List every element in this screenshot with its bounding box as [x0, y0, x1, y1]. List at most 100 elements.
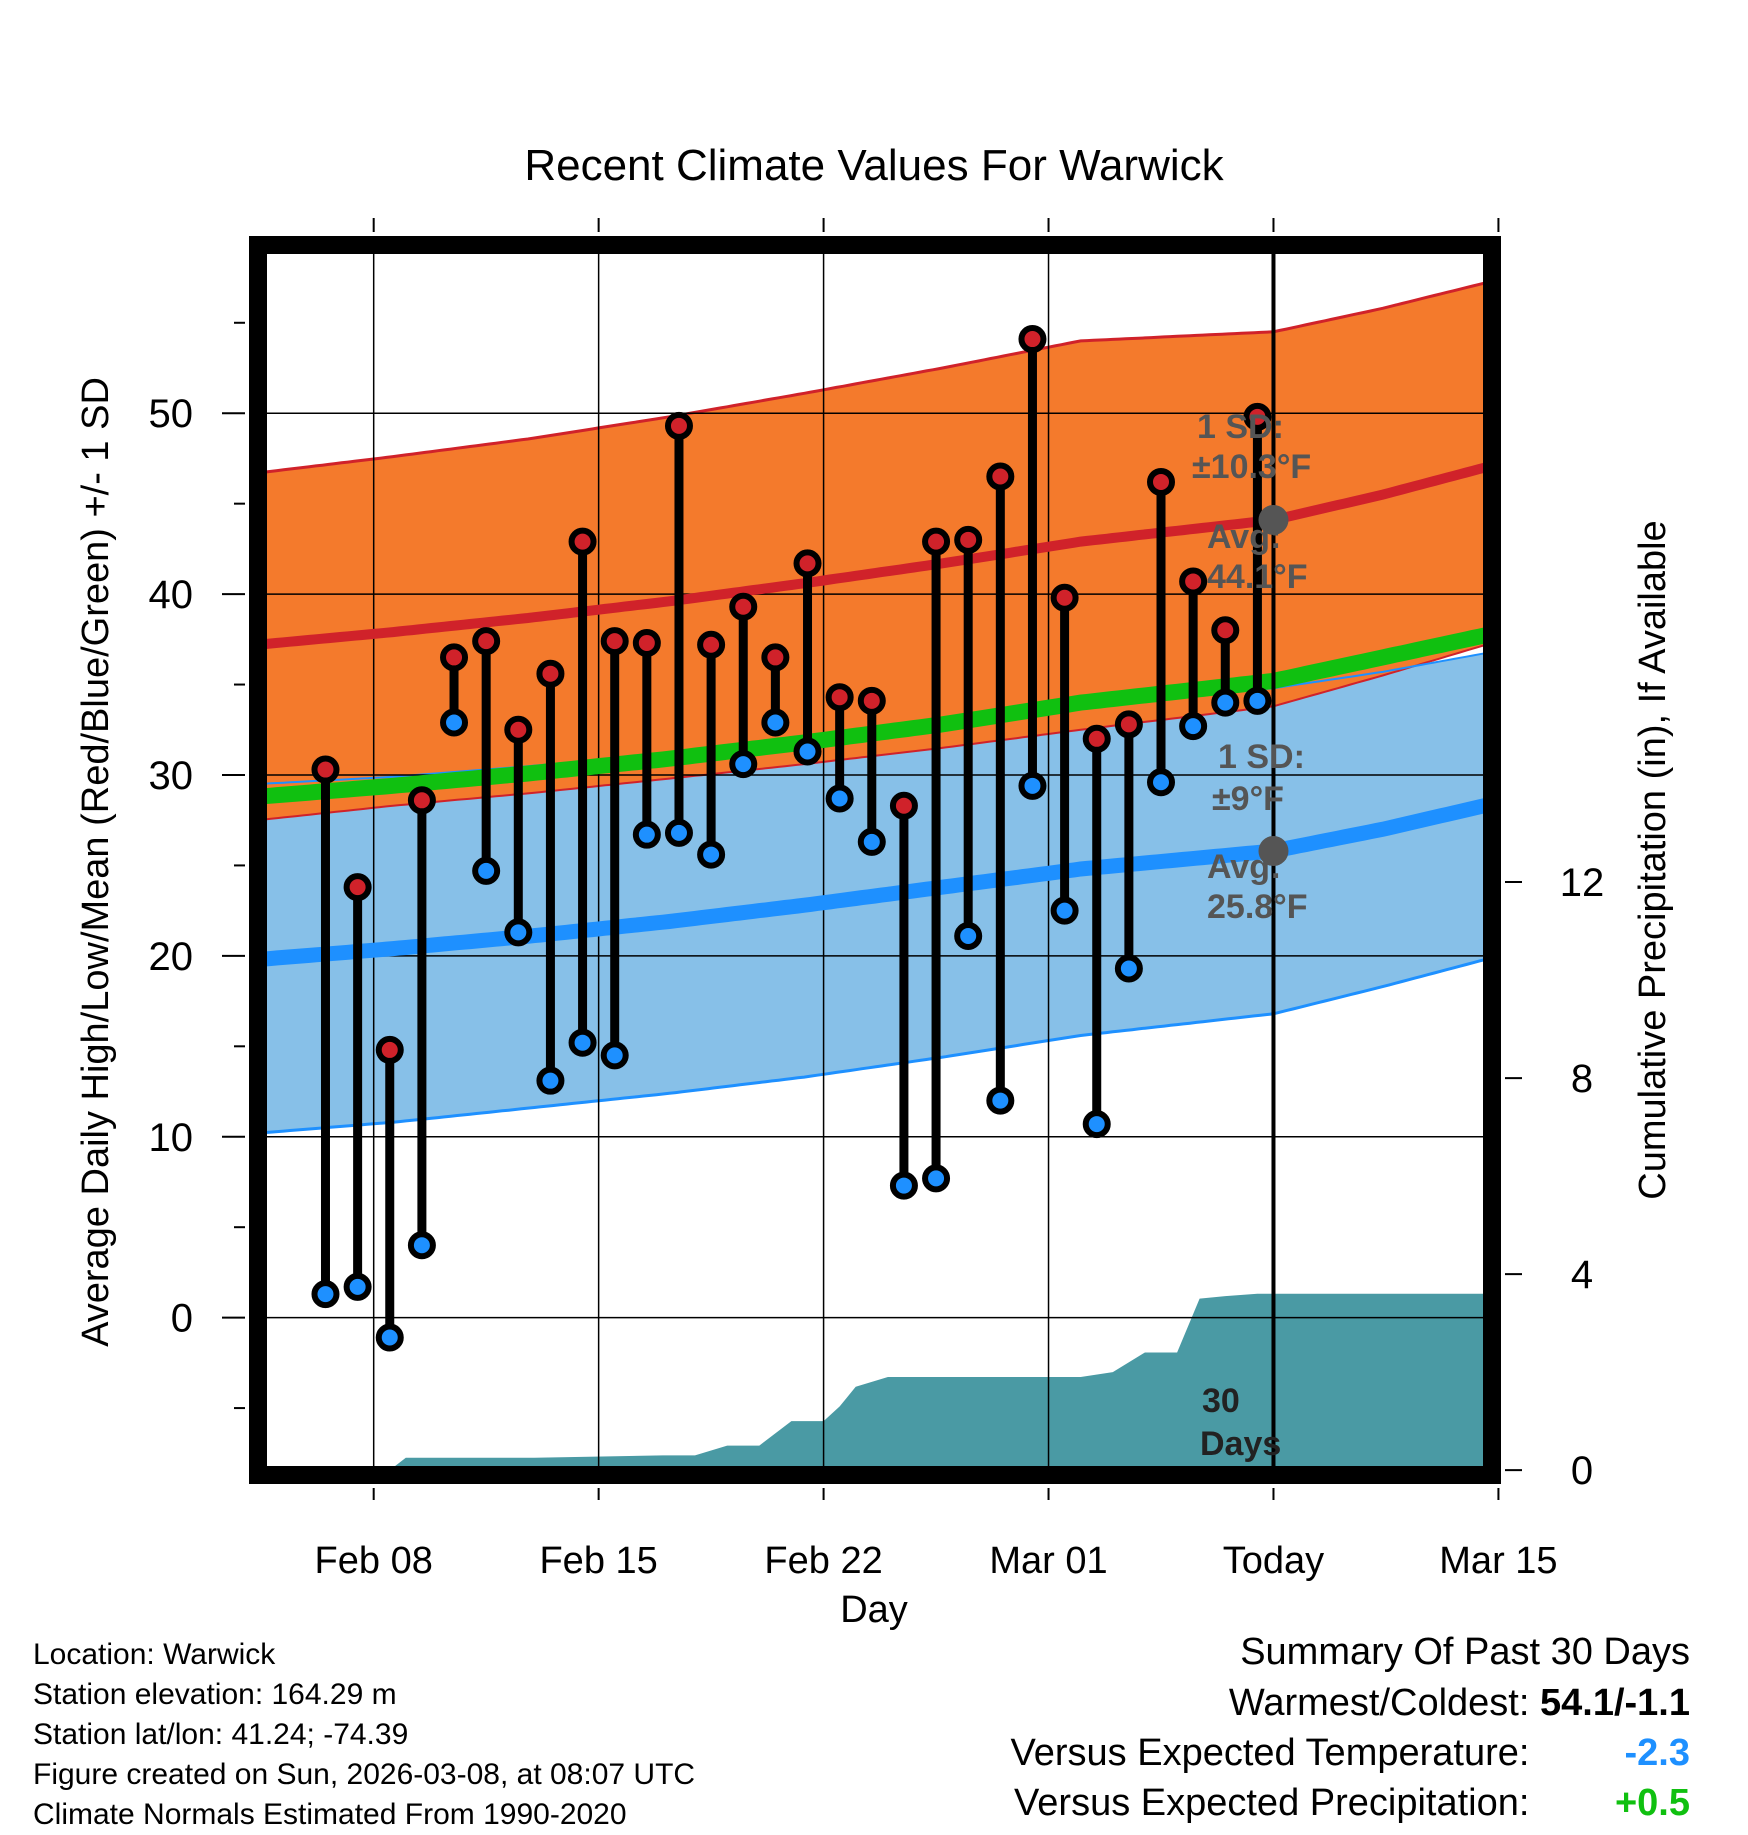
y2-tick-label-12: 12	[1560, 861, 1605, 905]
window-days-label: Days	[1200, 1425, 1281, 1463]
high-dot-14	[761, 643, 790, 672]
low-dot-17	[857, 827, 886, 856]
summary-title: Summary Of Past 30 Days	[1240, 1631, 1690, 1673]
high-avg-label: Avg:	[1207, 518, 1281, 556]
high-dot-20	[954, 525, 983, 554]
summary-precip-row: Versus Expected Precipitation: +0.5	[1011, 1778, 1690, 1828]
low-dot-23	[1050, 896, 1079, 925]
low-dot-2	[375, 1323, 404, 1352]
summary-panel: Summary Of Past 30 Days Warmest/Coldest:…	[1011, 1626, 1690, 1828]
low-dot-12	[697, 840, 726, 869]
y2-tick-label-4: 4	[1571, 1253, 1593, 1297]
summary-warmest-label: Warmest/Coldest:	[1228, 1682, 1530, 1724]
summary-temp-label: Versus Expected Temperature:	[1010, 1732, 1530, 1774]
low-dot-7	[536, 1066, 565, 1095]
low-dot-18	[889, 1171, 918, 1200]
x-tick-label-36: Today	[1223, 1540, 1324, 1582]
high-dot-0	[311, 755, 340, 784]
low-dot-0	[311, 1280, 340, 1309]
high-sd-upper-edge	[258, 279, 1492, 475]
summary-warmest-row: Warmest/Coldest: 54.1/-1.1	[1011, 1678, 1690, 1728]
high-dot-9	[600, 627, 629, 656]
high-avg-value: 44.1°F	[1207, 558, 1308, 596]
low-dot-6	[504, 918, 533, 947]
x-axis-label: Day	[840, 1589, 908, 1631]
y-tick-label-20: 20	[149, 935, 194, 979]
info-normals: Climate Normals Estimated From 1990-2020	[33, 1798, 627, 1831]
high-dot-11	[664, 411, 693, 440]
info-latlon: Station lat/lon: 41.24; -74.39	[33, 1718, 409, 1751]
high-dot-26	[1147, 467, 1176, 496]
high-dot-6	[504, 715, 533, 744]
high-dot-23	[1050, 583, 1079, 612]
low-dot-9	[600, 1041, 629, 1070]
low-dot-25	[1114, 954, 1143, 983]
high-dot-13	[729, 592, 758, 621]
high-dot-19	[922, 527, 951, 556]
high-dot-21	[986, 462, 1015, 491]
low-avg-value: 25.8°F	[1207, 888, 1308, 926]
chart-title: Recent Climate Values For Warwick	[524, 141, 1224, 190]
low-dot-22	[1018, 771, 1047, 800]
high-dot-2	[375, 1035, 404, 1064]
low-dot-21	[986, 1086, 1015, 1115]
today-high-avg-marker	[1258, 504, 1289, 535]
low-dot-13	[729, 750, 758, 779]
window-days-number: 30	[1202, 1382, 1240, 1420]
high-dot-3	[407, 786, 436, 815]
high-dot-29	[1243, 402, 1272, 431]
info-elevation: Station elevation: 164.29 m	[33, 1678, 397, 1711]
high-dot-5	[472, 627, 501, 656]
low-dot-14	[761, 708, 790, 737]
x-tick-label-22: Feb 22	[764, 1540, 882, 1582]
low-dot-28	[1211, 688, 1240, 717]
high-dot-17	[857, 686, 886, 715]
y2-tick-label-8: 8	[1571, 1057, 1593, 1101]
high-dot-12	[697, 630, 726, 659]
high-dot-8	[568, 527, 597, 556]
high-sd-value: ±10.3°F	[1192, 448, 1311, 486]
plot-frame	[249, 236, 1501, 1484]
high-dot-25	[1114, 710, 1143, 739]
low-dot-11	[664, 818, 693, 847]
y-tick-label-50: 50	[149, 392, 194, 436]
y-tick-label-40: 40	[149, 573, 194, 617]
axes: Feb 08 Feb 15 Feb 22 Mar 01 Today Mar 15 0 10 20…	[149, 218, 1605, 1582]
low-dot-26	[1147, 768, 1176, 797]
summary-temp-value: -2.3	[1624, 1732, 1690, 1774]
x-tick-label-43: Mar 15	[1439, 1540, 1557, 1582]
y-tick-label-30: 30	[149, 754, 194, 798]
y2-tick-label-0: 0	[1571, 1449, 1593, 1493]
low-dot-8	[568, 1028, 597, 1057]
station-info: Location: Warwick Station elevation: 164…	[33, 1635, 695, 1835]
summary-precip-label: Versus Expected Precipitation:	[1014, 1782, 1530, 1824]
low-dot-24	[1082, 1110, 1111, 1139]
high-dot-24	[1082, 724, 1111, 753]
high-dot-4	[440, 643, 469, 672]
daily-range-bars	[320, 339, 1262, 1338]
high-dot-15	[793, 549, 822, 578]
info-created: Figure created on Sun, 2026-03-08, at 08…	[33, 1758, 696, 1791]
summary-precip-value: +0.5	[1614, 1782, 1690, 1824]
low-dot-5	[472, 856, 501, 885]
low-dot-19	[922, 1164, 951, 1193]
high-dot-10	[632, 628, 661, 657]
x-tick-label-15: Feb 15	[539, 1540, 657, 1582]
high-dot-22	[1018, 325, 1047, 354]
low-dot-1	[343, 1272, 372, 1301]
low-avg-label: Avg:	[1207, 848, 1281, 886]
precipitation-area	[258, 1293, 1492, 1471]
high-dot-1	[343, 873, 372, 902]
high-dot-27	[1179, 567, 1208, 596]
today-low-avg-marker	[1258, 835, 1289, 866]
low-dot-4	[440, 708, 469, 737]
low-dot-29	[1243, 686, 1272, 715]
summary-warmest-value: 54.1/-1.1	[1540, 1682, 1690, 1724]
x-tick-label-29: Mar 01	[989, 1540, 1107, 1582]
low-dot-10	[632, 820, 661, 849]
low-dot-27	[1179, 712, 1208, 741]
y2-axis-label: Cumulative Precipitation (in), If Availa…	[1632, 520, 1674, 1199]
low-dot-20	[954, 921, 983, 950]
